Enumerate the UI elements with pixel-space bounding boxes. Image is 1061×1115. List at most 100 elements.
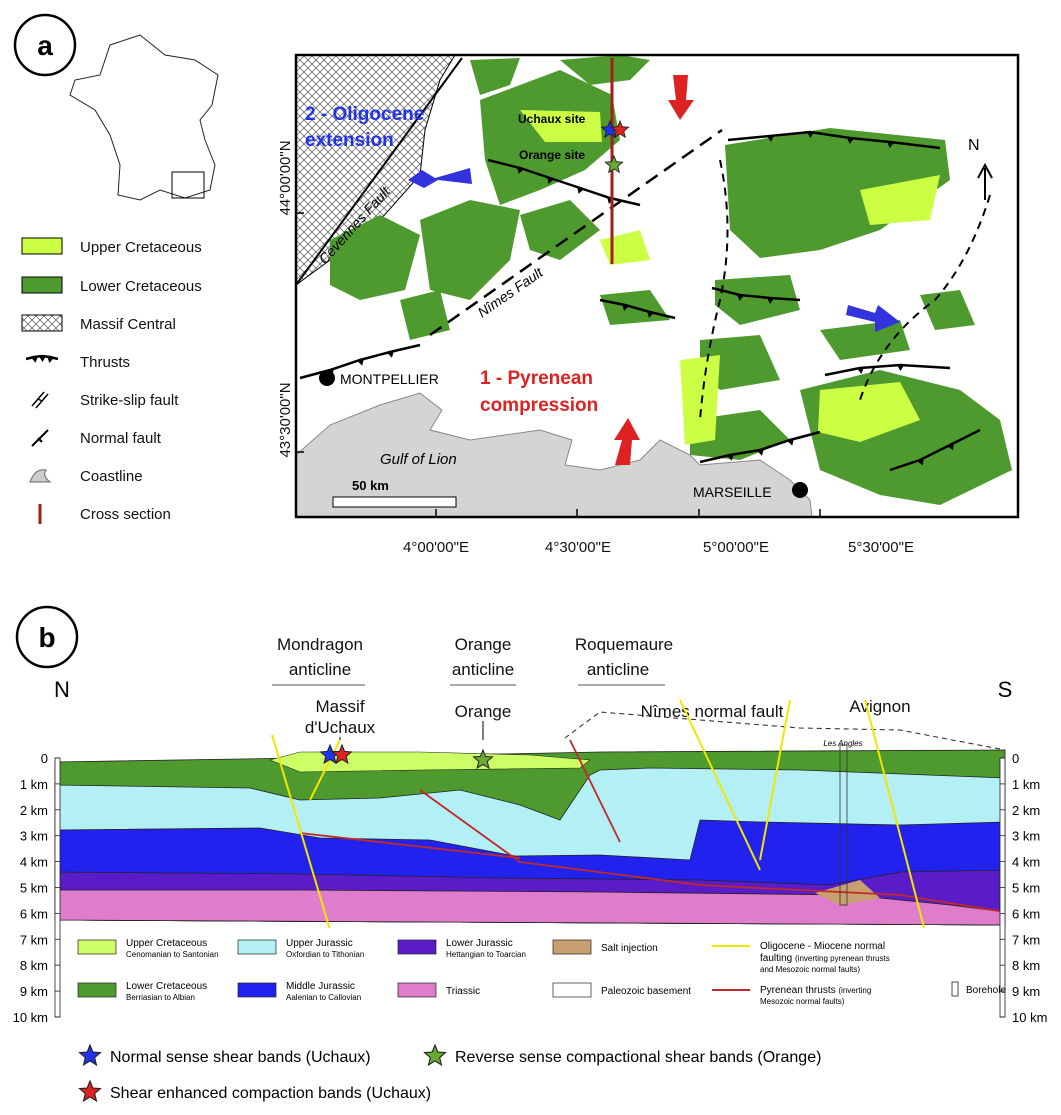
sea-label: Gulf of Lion (380, 451, 457, 468)
map: 2 - Oligocene extension Uchaux site Oran… (296, 55, 1018, 517)
depth-label: 5 km (1012, 881, 1040, 896)
depth-label: 8 km (20, 958, 48, 973)
depth-label: 0 (41, 751, 48, 766)
legend-label: Coastline (80, 468, 143, 485)
star-legend: Normal sense shear bands (Uchaux) Revers… (80, 1045, 822, 1102)
legend-note: Hettangian to Toarcian (446, 950, 526, 959)
legend-label: Massif Central (80, 316, 176, 333)
depth-label: 10 km (1012, 1010, 1047, 1025)
legend-note: (inverting pyrenean thrusts (795, 954, 890, 963)
anticline-title: anticline (587, 660, 649, 679)
depth-label: 3 km (20, 829, 48, 844)
panel-label: a (37, 30, 53, 61)
latitude-label: 44°00'00"N (277, 140, 294, 215)
depth-label: 7 km (1012, 932, 1040, 947)
legend-label: Thrusts (80, 354, 130, 371)
scale-bar (333, 497, 456, 507)
legend-label: Pyrenean thrusts (inverting (760, 985, 871, 996)
legend-symbol (26, 356, 58, 359)
depth-label: 3 km (1012, 829, 1040, 844)
legend-note: Aalenian to Callovian (286, 993, 361, 1002)
depth-label: 9 km (20, 984, 48, 999)
legend-star (80, 1081, 101, 1101)
anticline-title: Orange (455, 635, 512, 654)
anticline-titles: Mondragon anticline Orange anticline Roq… (272, 635, 673, 685)
legend-note: and Mesozoic normal faults) (760, 965, 860, 974)
outcrop (680, 355, 720, 445)
longitude-label: 5°00'00"E (703, 539, 769, 556)
depth-label: 6 km (1012, 906, 1040, 921)
france-outline (70, 35, 218, 200)
legend-label: Upper Cretaceous (126, 938, 207, 949)
map-legend: Upper Cretaceous Lower Cretaceous Massif… (22, 238, 202, 524)
legend-label: Triassic (446, 986, 480, 997)
depth-label: 1 km (20, 777, 48, 792)
legend-note: Cenomanian to Santonian (126, 950, 219, 959)
depth-label: 1 km (1012, 777, 1040, 792)
depth-label: 10 km (13, 1010, 48, 1025)
depth-label: 2 km (20, 803, 48, 818)
site-label: Orange site (519, 148, 585, 162)
legend-symbol (952, 982, 958, 996)
legend-label: faulting (inverting pyrenean thrusts (760, 953, 890, 964)
legend-label: Lower Cretaceous (80, 278, 202, 295)
panel-label: b (38, 622, 55, 653)
latitude-label: 43°30'00"N (277, 382, 294, 457)
legend-note: (inverting (838, 986, 871, 995)
figure: a Upper Cretaceous Lower Cretaceous Mass… (0, 0, 1061, 1115)
legend-symbol (30, 470, 50, 482)
legend-swatch (398, 983, 436, 997)
direction-label: S (998, 677, 1013, 702)
legend-label: Normal sense shear bands (Uchaux) (110, 1049, 371, 1066)
site-label: Uchaux site (518, 112, 586, 126)
anticline-title: anticline (289, 660, 351, 679)
city-label: MONTPELLIER (340, 371, 439, 387)
place-label: Massif (315, 697, 364, 716)
legend-swatch (78, 983, 116, 997)
place-label: Orange (455, 702, 512, 721)
legend-note: Mesozoic normal faults) (760, 997, 845, 1006)
longitude-label: 4°30'00"E (545, 539, 611, 556)
depth-label: 7 km (20, 932, 48, 947)
legend-swatch (238, 983, 276, 997)
depth-label: 2 km (1012, 803, 1040, 818)
legend-label: Lower Cretaceous (126, 981, 207, 992)
legend-label: Lower Jurassic (446, 938, 513, 949)
legend-symbol (32, 392, 48, 408)
legend-label: Strike-slip fault (80, 392, 179, 409)
legend-swatch (22, 277, 62, 293)
legend-label: Paleozoic basement (601, 986, 691, 997)
legend-label: Oligocene - Miocene normal (760, 941, 885, 952)
depth-label: 0 (1012, 751, 1019, 766)
legend-note: Berriasian to Albian (126, 993, 195, 1002)
legend-label: Shear enhanced compaction bands (Uchaux) (110, 1085, 431, 1102)
legend-swatch (22, 315, 62, 331)
city-dot (319, 370, 335, 386)
legend-label: Middle Jurassic (286, 981, 355, 992)
place-label: d'Uchaux (305, 718, 376, 737)
legend-label: Borehole (966, 985, 1006, 996)
legend-label: Reverse sense compactional shear bands (… (455, 1049, 821, 1066)
legend-label: Salt injection (601, 943, 658, 954)
map-annotation: compression (480, 395, 598, 416)
legend-label: Pyrenean thrusts (760, 985, 836, 996)
legend-label: Cross section (80, 506, 171, 523)
legend-note: Oxfordian to Tithonian (286, 950, 364, 959)
section-legend: Upper Cretaceous Cenomanian to Santonian… (62, 928, 1006, 1018)
depth-label: 8 km (1012, 958, 1040, 973)
depth-label: 6 km (20, 906, 48, 921)
map-annotation: extension (305, 130, 394, 151)
legend-label: Upper Jurassic (286, 938, 353, 949)
legend-label: Normal fault (80, 430, 162, 447)
legend-swatch (553, 940, 591, 954)
anticline-title: Mondragon (277, 635, 363, 654)
place-label: Nîmes normal fault (641, 702, 784, 721)
map-annotation: 1 - Pyrenean (480, 368, 593, 389)
legend-label: Upper Cretaceous (80, 239, 202, 256)
city-dot (792, 482, 808, 498)
longitude-label: 4°00'00"E (403, 539, 469, 556)
legend-label: faulting (760, 953, 792, 964)
legend-swatch (238, 940, 276, 954)
legend-symbol (32, 430, 48, 446)
legend-swatch (78, 940, 116, 954)
